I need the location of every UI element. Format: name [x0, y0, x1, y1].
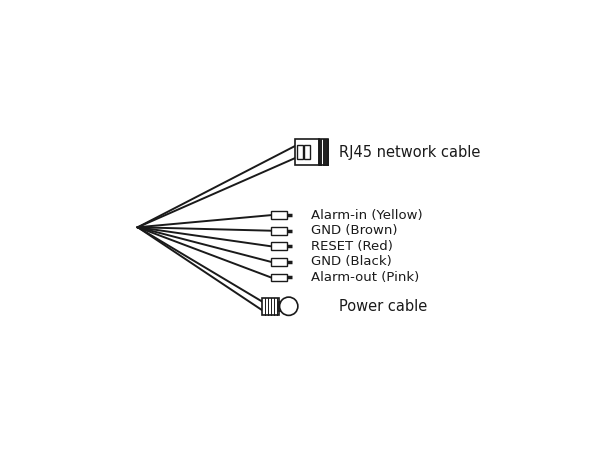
Circle shape — [280, 297, 298, 315]
Text: RJ45 network cable: RJ45 network cable — [338, 144, 480, 160]
Bar — [319, 139, 328, 165]
Bar — [262, 298, 280, 315]
Text: RESET (Red): RESET (Red) — [311, 240, 393, 253]
Bar — [282, 303, 285, 309]
Bar — [280, 302, 282, 311]
Bar — [271, 212, 287, 219]
Text: Alarm-in (Yellow): Alarm-in (Yellow) — [311, 209, 422, 221]
Bar — [295, 139, 319, 165]
Text: GND (Brown): GND (Brown) — [311, 224, 397, 237]
Text: Alarm-out (Pink): Alarm-out (Pink) — [311, 271, 419, 284]
Text: GND (Black): GND (Black) — [311, 256, 392, 268]
Bar — [271, 243, 287, 250]
Bar — [271, 274, 287, 281]
Bar — [271, 227, 287, 234]
Text: Power cable: Power cable — [338, 299, 427, 314]
Bar — [304, 145, 310, 159]
Bar — [271, 258, 287, 265]
Bar — [296, 145, 302, 159]
